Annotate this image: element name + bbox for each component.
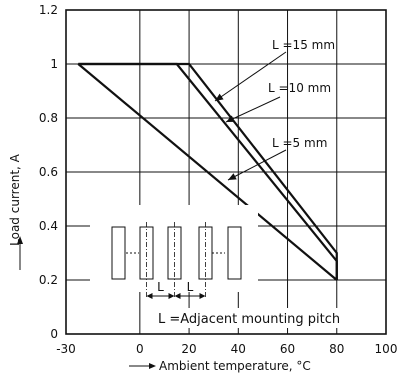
callout-leader-2 [225,96,281,123]
pitch-arrowhead [174,293,181,299]
plot-frame [65,9,387,335]
mounting-pitch-diagram: L L L =Adjacent mounting pitch [90,205,356,328]
y-tick-label: 1.2 [39,3,58,17]
y-tick-label: 1 [50,57,58,71]
y-axis-label: Load current, A [8,153,22,246]
callout-leader-3 [227,149,287,181]
callout-label-1: L =15 mm [272,38,335,52]
x-tick-label: 20 [181,342,196,356]
callout-leader-1 [214,51,287,102]
callout-arrowhead-3 [228,173,237,180]
series-line-3 [77,63,338,281]
y-tick-label: 0.6 [39,165,58,179]
y-tick-label: 0 [50,327,58,341]
y-tick-label: 0.8 [39,111,58,125]
note-background [156,308,356,328]
x-tick-label: -30 [56,342,76,356]
component-outline [227,226,242,280]
y-axis-arrowhead [17,236,23,244]
callout-label-2: L =10 mm [268,81,331,95]
callout-label-3: L =5 mm [272,136,327,150]
x-tick-label: 0 [136,342,144,356]
callout-arrowhead-1 [215,93,224,101]
pitch-label: L [187,280,194,294]
pitch-label: L [157,280,164,294]
pitch-arrowhead [168,293,175,299]
pitch-note: L =Adjacent mounting pitch [158,312,340,327]
pitch-arrowhead [199,293,206,299]
component-outline [111,226,126,280]
y-tick-label: 0.4 [39,219,58,233]
y-tick-label: 0.2 [39,273,58,287]
x-tick-label: 40 [231,342,246,356]
series-group [77,62,338,281]
x-tick-label: 100 [375,342,398,356]
callouts: L =15 mm L =10 mm L =5 mm [214,38,335,181]
x-axis-arrowhead [149,363,156,369]
callout-arrowhead-2 [226,115,235,122]
x-tick-label: 60 [280,342,295,356]
pitch-arrowhead [146,293,153,299]
x-tick-label: 80 [329,342,344,356]
x-axis-label: Ambient temperature, °C [159,359,311,373]
series-line-2 [78,62,338,280]
